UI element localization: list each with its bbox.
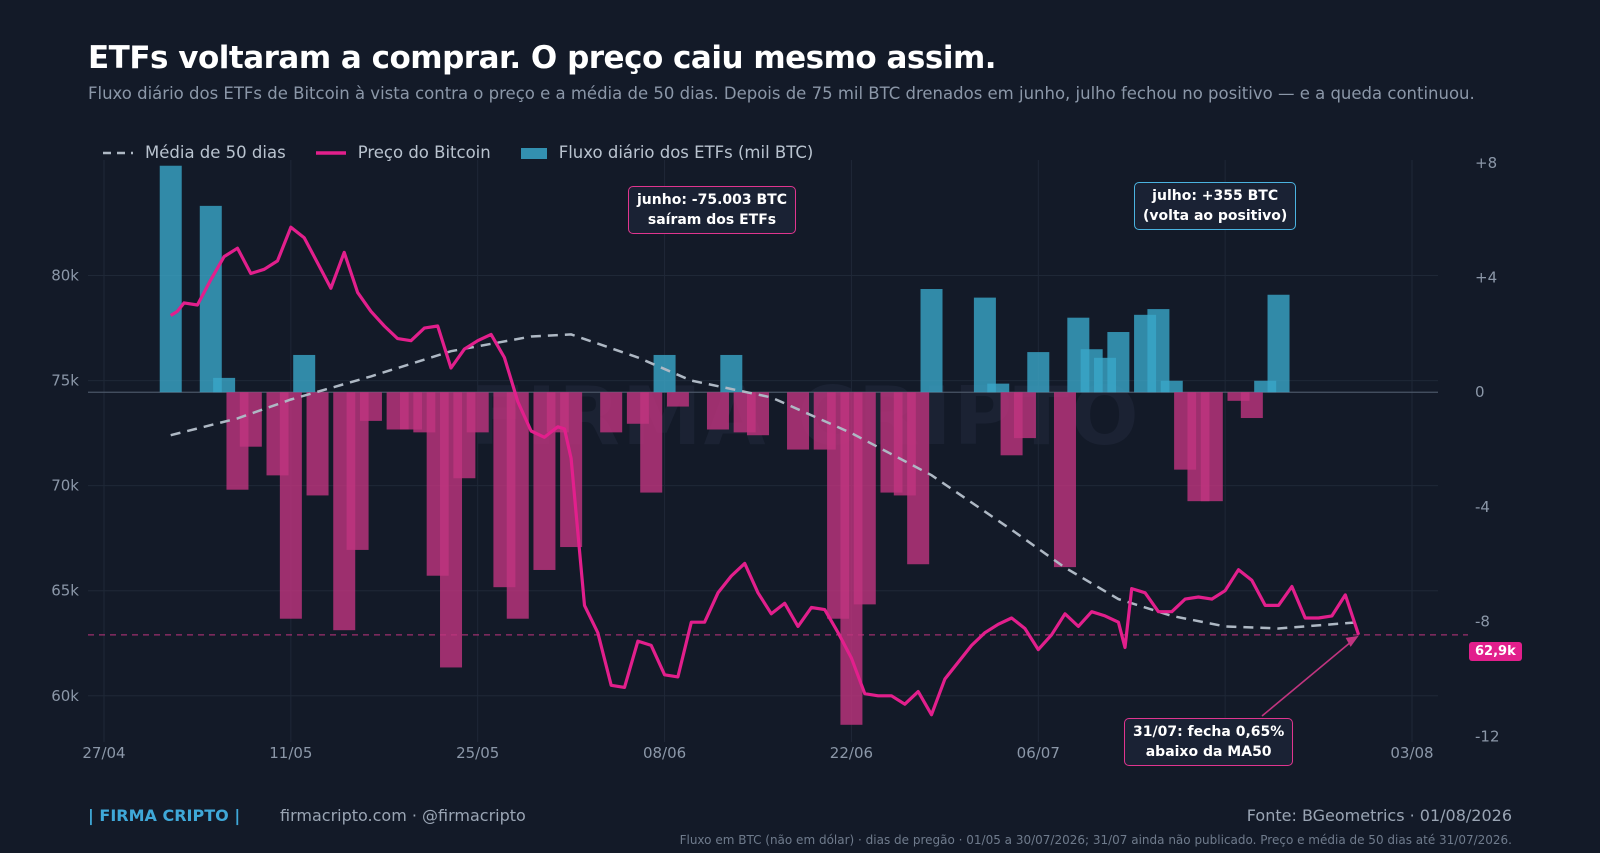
flow-bar xyxy=(1160,380,1183,393)
y-right-tick-label: -4 xyxy=(1475,498,1490,516)
flow-bar xyxy=(1053,392,1076,568)
y-right-tick-label: 0 xyxy=(1475,383,1485,401)
x-tick-label: 22/06 xyxy=(830,744,873,762)
callout-june: junho: -75.003 BTC saíram dos ETFs xyxy=(628,186,796,234)
callout-last-close: 31/07: fecha 0,65% abaixo da MA50 xyxy=(1124,718,1294,766)
flow-bar xyxy=(640,392,663,493)
y-left-tick-label: 80k xyxy=(51,267,79,285)
chart-subtitle: Fluxo diário dos ETFs de Bitcoin à vista… xyxy=(88,84,1475,103)
flow-bar xyxy=(1027,352,1050,393)
x-tick-label: 11/05 xyxy=(269,744,312,762)
callout-july-line2: (volta ao positivo) xyxy=(1143,208,1288,224)
callout-arrow-head-icon xyxy=(1345,635,1359,647)
y-left-tick-label: 75k xyxy=(51,372,79,390)
callout-june-line1: junho: -75.003 BTC xyxy=(637,192,787,208)
callout-last-line2: abaixo da MA50 xyxy=(1145,744,1272,760)
legend-item-price: Preço do Bitcoin xyxy=(315,143,491,162)
x-tick-label: 06/07 xyxy=(1017,744,1060,762)
flow-bar xyxy=(600,392,623,433)
x-tick-label: 03/08 xyxy=(1390,744,1433,762)
callout-june-line2: saíram dos ETFs xyxy=(647,212,777,228)
flow-bar xyxy=(1107,332,1130,393)
ma50-line xyxy=(170,333,1359,630)
flow-bar xyxy=(920,289,943,393)
flow-bar xyxy=(1267,294,1290,393)
footer-source: Fonte: BGeometrics · 01/08/2026 xyxy=(1246,806,1512,825)
flow-bar xyxy=(720,354,743,393)
y-left-tick-label: 65k xyxy=(51,582,79,600)
flow-bar xyxy=(706,392,729,430)
flow-bar xyxy=(1200,392,1223,502)
flow-bar xyxy=(1227,392,1250,401)
x-tick-label: 25/05 xyxy=(456,744,499,762)
flow-bar xyxy=(306,392,329,496)
legend-label-ma50: Média de 50 dias xyxy=(145,143,286,162)
flow-bar xyxy=(279,392,302,619)
flow-bar xyxy=(1254,380,1277,393)
flow-bar xyxy=(533,392,556,570)
callout-last-line1: 31/07: fecha 0,65% xyxy=(1133,724,1285,740)
flow-bar xyxy=(199,205,222,393)
flow-bar xyxy=(787,392,810,450)
x-tick-label: 27/04 xyxy=(82,744,125,762)
y-right-tick-label: +4 xyxy=(1475,269,1497,287)
flow-bar xyxy=(1240,392,1263,419)
flow-bar xyxy=(987,383,1010,393)
flow-bar xyxy=(1013,392,1036,439)
y-right-tick-label: -12 xyxy=(1475,727,1500,745)
chart-title: ETFs voltaram a comprar. O preço caiu me… xyxy=(88,40,997,76)
flow-bar xyxy=(747,392,769,436)
y-left-tick-label: 70k xyxy=(51,477,79,495)
ma50-swatch-icon xyxy=(103,151,133,154)
flow-swatch-icon xyxy=(520,147,547,159)
flow-bar xyxy=(346,392,369,550)
legend-item-ma50: Média de 50 dias xyxy=(103,143,286,162)
flow-bar xyxy=(973,297,996,393)
flow-bar xyxy=(1147,309,1170,393)
flow-bar xyxy=(853,392,876,605)
price-line xyxy=(169,225,1361,717)
legend-item-flow: Fluxo diário dos ETFs (mil BTC) xyxy=(520,143,814,162)
price-swatch-icon xyxy=(315,150,346,155)
callout-july: julho: +355 BTC (volta ao positivo) xyxy=(1134,182,1297,230)
legend-label-price: Preço do Bitcoin xyxy=(357,143,491,162)
flow-bar xyxy=(466,392,489,433)
flow-bar xyxy=(239,392,262,447)
footer-site: firmacripto.com · @firmacripto xyxy=(280,806,526,825)
y-left-tick-label: 60k xyxy=(51,687,79,705)
flow-bar xyxy=(653,354,676,393)
flow-bar xyxy=(159,165,182,393)
last-price-tag: 62,9k xyxy=(1469,642,1522,661)
y-right-tick-label: +8 xyxy=(1475,154,1497,172)
x-tick-label: 08/06 xyxy=(643,744,686,762)
flow-bar xyxy=(213,377,236,393)
legend-label-flow: Fluxo diário dos ETFs (mil BTC) xyxy=(558,143,814,162)
flow-bar xyxy=(907,392,930,565)
callout-arrow-line xyxy=(1261,638,1356,717)
y-right-tick-label: -8 xyxy=(1475,613,1490,631)
flow-bar xyxy=(666,392,689,407)
legend: Média de 50 dias Preço do Bitcoin Fluxo … xyxy=(103,143,843,162)
footer-brand: | FIRMA CRIPTO | xyxy=(88,806,241,825)
footer-note: Fluxo em BTC (não em dólar) · dias de pr… xyxy=(679,833,1512,847)
flow-bar xyxy=(359,392,382,421)
callout-july-line1: julho: +355 BTC xyxy=(1152,188,1279,204)
flow-bar xyxy=(506,392,529,619)
flow-bar xyxy=(293,354,316,393)
